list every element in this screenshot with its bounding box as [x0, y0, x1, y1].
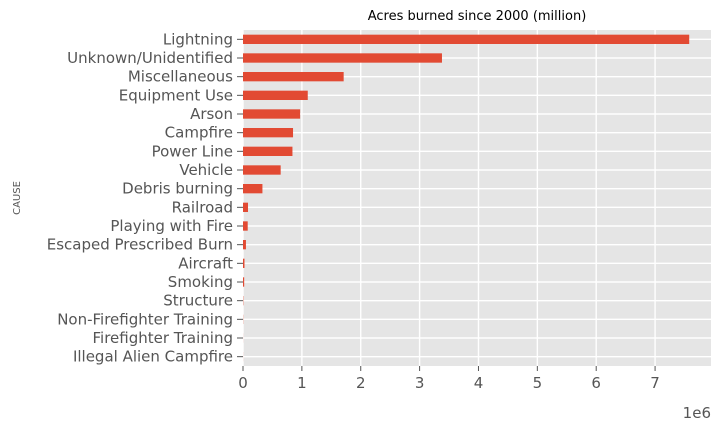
category-label: Illegal Alien Campfire: [73, 348, 233, 366]
category-label: Unknown/Unidentified: [67, 49, 233, 67]
bar: [243, 277, 245, 287]
category-label: Structure: [163, 292, 233, 310]
bar: [243, 72, 344, 82]
bar: [243, 34, 690, 44]
category-label: Playing with Fire: [110, 217, 233, 235]
x-axis-offset-label: 1e6: [683, 404, 711, 422]
plot-area: [243, 30, 711, 366]
bar: [243, 240, 246, 250]
x-tick-label: 3: [415, 374, 425, 392]
category-label: Vehicle: [179, 161, 233, 179]
y-axis-label: CAUSE: [12, 181, 23, 215]
x-tick-label: 7: [650, 374, 660, 392]
category-label: Arson: [190, 105, 233, 123]
bar: [243, 90, 308, 100]
bar: [243, 128, 294, 138]
x-tick-label: 4: [474, 374, 484, 392]
bar: [243, 202, 249, 212]
category-label: Campfire: [165, 124, 233, 142]
category-label: Smoking: [168, 273, 233, 291]
category-label: Non-Firefighter Training: [57, 310, 233, 328]
category-label: Aircraft: [178, 254, 233, 272]
category-labels: LightningUnknown/UnidentifiedMiscellaneo…: [47, 30, 243, 366]
category-label: Firefighter Training: [93, 329, 233, 347]
chart-title: Acres burned since 2000 (million): [368, 9, 587, 24]
x-tick-label: 5: [533, 374, 543, 392]
bars: [243, 34, 690, 362]
category-label: Railroad: [172, 198, 233, 216]
category-label: Debris burning: [122, 180, 233, 198]
category-label: Equipment Use: [119, 86, 233, 104]
bar: [243, 165, 281, 175]
bar: [243, 258, 245, 268]
x-tick-label: 2: [356, 374, 366, 392]
x-tick-label: 0: [238, 374, 248, 392]
bar: [243, 221, 248, 231]
category-label: Miscellaneous: [128, 68, 233, 86]
category-label: Power Line: [152, 142, 233, 160]
category-label: Escaped Prescribed Burn: [47, 236, 233, 254]
bar: [243, 146, 293, 156]
x-tick-label: 1: [297, 374, 307, 392]
category-label: Lightning: [163, 30, 233, 48]
bar: [243, 184, 263, 194]
bar: [243, 53, 442, 63]
x-tick-label: 6: [591, 374, 601, 392]
bar: [243, 109, 301, 119]
x-tick-labels: 0 1 2 3 4 5 6 7: [238, 366, 660, 392]
